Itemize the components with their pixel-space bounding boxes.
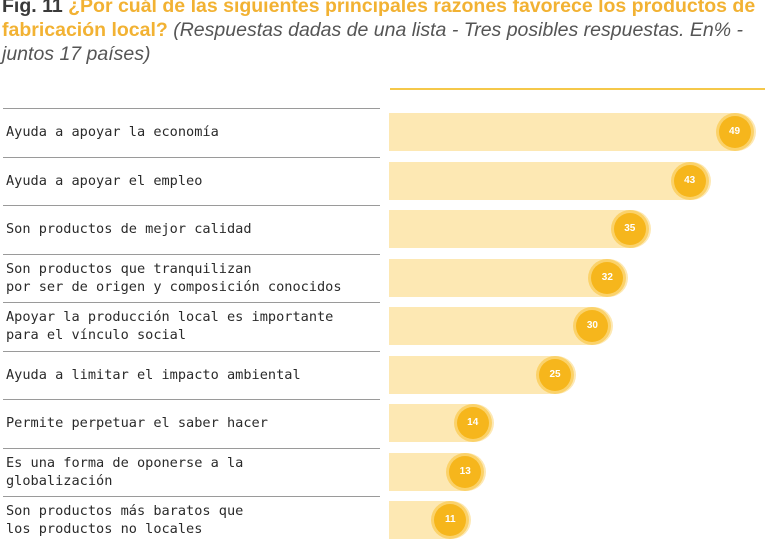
category-label: Son productos de mejor calidad bbox=[6, 221, 252, 238]
title-divider bbox=[390, 88, 765, 90]
value-label: 35 bbox=[613, 213, 646, 245]
category-label: Son productos que tranquilizan por ser de… bbox=[6, 260, 342, 295]
row-divider bbox=[3, 447, 380, 449]
value-label: 49 bbox=[718, 116, 751, 148]
category-label: Ayuda a limitar el impacto ambiental bbox=[6, 366, 301, 383]
category-label: Ayuda a apoyar la economía bbox=[6, 124, 219, 141]
category-label: Son productos más baratos que los product… bbox=[6, 503, 244, 538]
figure-note: (Respuestas dadas de una lista - Tres po… bbox=[2, 19, 743, 65]
row-divider bbox=[3, 350, 380, 352]
value-label: 43 bbox=[673, 164, 706, 197]
bar bbox=[389, 307, 614, 345]
chart-title: Fig. 11 ¿Por cuál de las siguientes prin… bbox=[2, 0, 762, 66]
row-divider bbox=[3, 496, 380, 497]
row-divider bbox=[3, 253, 380, 255]
category-label: Ayuda a apoyar el empleo bbox=[6, 172, 203, 189]
bar bbox=[389, 161, 711, 200]
row-divider bbox=[3, 108, 380, 109]
bar bbox=[389, 210, 651, 248]
bar bbox=[389, 113, 756, 151]
category-label: Es una forma de oponerse a la globalizaci… bbox=[6, 454, 244, 489]
category-label: Apoyar la producción local es importante… bbox=[6, 309, 334, 344]
value-label: 25 bbox=[539, 358, 571, 391]
value-label: 13 bbox=[449, 455, 482, 488]
row-divider bbox=[3, 156, 380, 158]
value-label: 30 bbox=[576, 310, 609, 342]
category-label: Permite perpetuar el saber hacer bbox=[6, 415, 268, 432]
figure-question: ¿Por cuál de las siguientes principales … bbox=[2, 0, 756, 41]
bar bbox=[389, 258, 629, 297]
value-label: 14 bbox=[456, 407, 489, 439]
value-label: 11 bbox=[434, 504, 467, 536]
row-divider bbox=[3, 205, 380, 206]
row-divider bbox=[3, 399, 380, 400]
row-divider bbox=[3, 302, 380, 303]
value-label: 32 bbox=[591, 261, 624, 294]
figure-number: Fig. 11 bbox=[2, 0, 63, 17]
